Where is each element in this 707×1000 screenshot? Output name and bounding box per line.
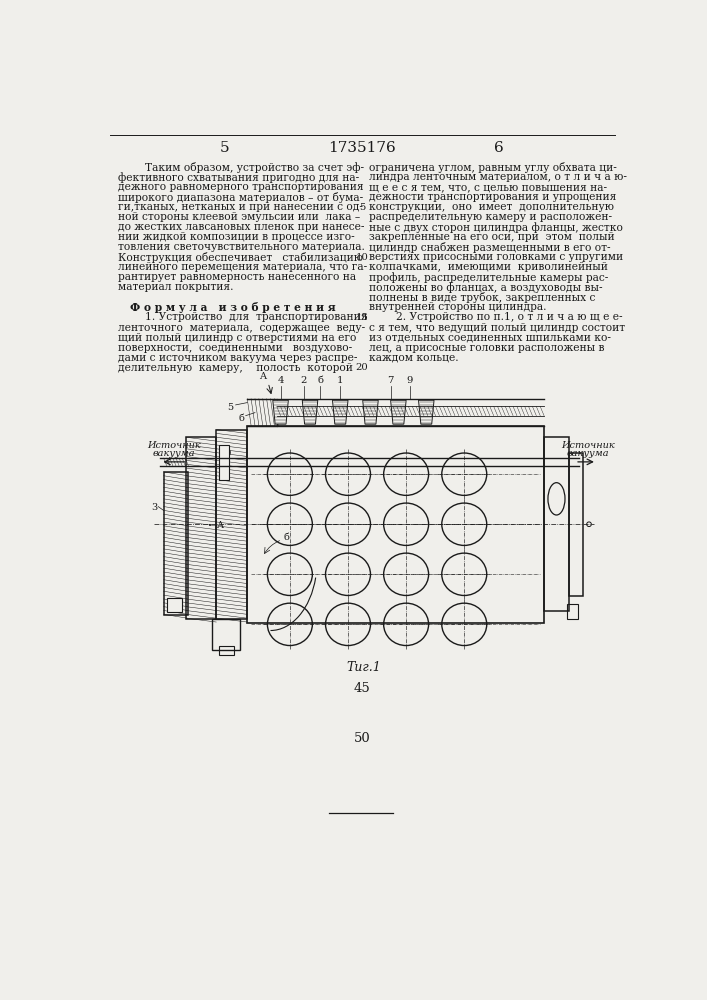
Text: из отдельных соединенных шпильками ко-: из отдельных соединенных шпильками ко- (369, 333, 611, 343)
Text: 10: 10 (356, 253, 368, 262)
Text: каждом кольце.: каждом кольце. (369, 353, 459, 363)
Text: 1: 1 (337, 376, 344, 385)
Text: с я тем, что ведущий полый цилиндр состоит: с я тем, что ведущий полый цилиндр состо… (369, 323, 625, 333)
Polygon shape (363, 400, 378, 424)
Text: 4: 4 (277, 376, 284, 385)
Bar (218, 445, 228, 480)
Polygon shape (332, 400, 348, 424)
Bar (212, 619, 240, 650)
Text: Источник: Источник (147, 441, 201, 450)
Text: ленточного  материала,  содержащее  веду-: ленточного материала, содержащее веду- (118, 323, 365, 333)
Bar (218, 646, 234, 655)
Text: закрепленные на его оси, при  этом  полый: закрепленные на его оси, при этом полый (369, 232, 614, 242)
Bar (544, 437, 569, 611)
Text: ные с двух сторон цилиндра фланцы, жестко: ные с двух сторон цилиндра фланцы, жестк… (369, 222, 623, 233)
Text: A: A (259, 372, 267, 381)
Polygon shape (419, 400, 434, 424)
Text: щ е е с я тем, что, с целью повышения на-: щ е е с я тем, что, с целью повышения на… (369, 182, 607, 192)
Text: 6: 6 (494, 141, 504, 155)
Text: фективного схватывания пригодно для на-: фективного схватывания пригодно для на- (118, 172, 359, 183)
Text: дежного равномерного транспортирования: дежного равномерного транспортирования (118, 182, 363, 192)
Text: Таким образом, устройство за счет эф-: Таким образом, устройство за счет эф- (118, 162, 364, 173)
Text: 1735176: 1735176 (328, 141, 396, 155)
Text: конструкции,  оно  имеет  дополнительную: конструкции, оно имеет дополнительную (369, 202, 614, 212)
Text: делительную  камеру,    полость  которой: делительную камеру, полость которой (118, 363, 356, 373)
Text: б: б (239, 414, 245, 423)
Text: 2. Устройство по п.1, о т л и ч а ю щ е е-: 2. Устройство по п.1, о т л и ч а ю щ е … (369, 312, 623, 322)
Text: 9: 9 (407, 376, 413, 385)
Text: 45: 45 (354, 682, 370, 695)
Text: широкого диапазона материалов – от бума-: широкого диапазона материалов – от бума- (118, 192, 363, 203)
Text: ной стороны клеевой эмульсии или  лака –: ной стороны клеевой эмульсии или лака – (118, 212, 360, 222)
Text: полнены в виде трубок, закрепленных с: полнены в виде трубок, закрепленных с (369, 292, 595, 303)
Text: ги,тканых, нетканых и при нанесении с од-: ги,тканых, нетканых и при нанесении с од… (118, 202, 363, 212)
Text: б: б (317, 376, 323, 385)
Text: вакуума: вакуума (152, 449, 195, 458)
Text: профиль, распределительные камеры рас-: профиль, распределительные камеры рас- (369, 272, 608, 283)
Text: до жестких лавсановых пленок при нанесе-: до жестких лавсановых пленок при нанесе- (118, 222, 364, 232)
Text: линдра ленточным материалом, о т л и ч а ю-: линдра ленточным материалом, о т л и ч а… (369, 172, 627, 182)
Text: вакуума: вакуума (567, 449, 609, 458)
Text: 5: 5 (227, 403, 233, 412)
Text: 10: 10 (220, 449, 233, 458)
Bar (567, 604, 578, 619)
Text: дами с источником вакуума через распре-: дами с источником вакуума через распре- (118, 353, 357, 363)
Text: 5: 5 (220, 141, 230, 155)
Text: 7: 7 (387, 376, 394, 385)
Text: 50: 50 (354, 732, 370, 745)
Text: положены во фланцах, а воздуховоды вы-: положены во фланцах, а воздуховоды вы- (369, 282, 602, 293)
Text: верстиях присосными головками с упругими: верстиях присосными головками с упругими (369, 252, 623, 262)
Bar (569, 453, 583, 596)
Text: линейного перемещения материала, что га-: линейного перемещения материала, что га- (118, 262, 367, 272)
Text: поверхности,  соединенными   воздухово-: поверхности, соединенными воздухово- (118, 343, 352, 353)
Text: щий полый цилиндр с отверстиями на его: щий полый цилиндр с отверстиями на его (118, 333, 356, 343)
Text: 5: 5 (358, 203, 365, 212)
Text: б: б (283, 533, 289, 542)
Text: Источник: Источник (561, 441, 615, 450)
Text: рантирует равномерность нанесенного на: рантирует равномерность нанесенного на (118, 272, 356, 282)
Text: A: A (216, 521, 223, 530)
Text: 1. Устройство  для  транспортирования: 1. Устройство для транспортирования (118, 312, 370, 322)
Text: 3: 3 (151, 503, 158, 512)
Bar (186, 437, 216, 619)
Bar (163, 472, 187, 615)
Text: 20: 20 (356, 363, 368, 372)
Text: ограничена углом, равным углу обхвата ци-: ограничена углом, равным углу обхвата ци… (369, 162, 617, 173)
Text: товления светочувствительного материала.: товления светочувствительного материала. (118, 242, 365, 252)
Text: 2: 2 (300, 376, 307, 385)
Bar (167, 598, 182, 612)
Text: дежности транспортирования и упрощения: дежности транспортирования и упрощения (369, 192, 617, 202)
Text: нии жидкой композиции в процессе изго-: нии жидкой композиции в процессе изго- (118, 232, 355, 242)
Text: •: • (208, 523, 212, 529)
Text: Ф о р м у л а   и з о б р е т е н и я: Ф о р м у л а и з о б р е т е н и я (129, 302, 335, 313)
Text: лец, а присосные головки расположены в: лец, а присосные головки расположены в (369, 343, 604, 353)
Bar (247, 426, 544, 623)
Bar (216, 430, 247, 619)
Text: материал покрытия.: материал покрытия. (118, 282, 233, 292)
Text: колпачками,  имеющими  криволинейный: колпачками, имеющими криволинейный (369, 262, 608, 272)
Polygon shape (273, 400, 288, 424)
Text: цилиндр снабжен размещенными в его от-: цилиндр снабжен размещенными в его от- (369, 242, 611, 253)
Text: внутренней стороны цилиндра.: внутренней стороны цилиндра. (369, 302, 547, 312)
Text: 15: 15 (356, 313, 368, 322)
Text: распределительную камеру и расположен-: распределительную камеру и расположен- (369, 212, 612, 222)
Polygon shape (391, 400, 406, 424)
Text: Τиг.1: Τиг.1 (346, 661, 381, 674)
Polygon shape (303, 400, 317, 424)
Text: Конструкция обеспечивает   стабилизацию: Конструкция обеспечивает стабилизацию (118, 252, 366, 263)
